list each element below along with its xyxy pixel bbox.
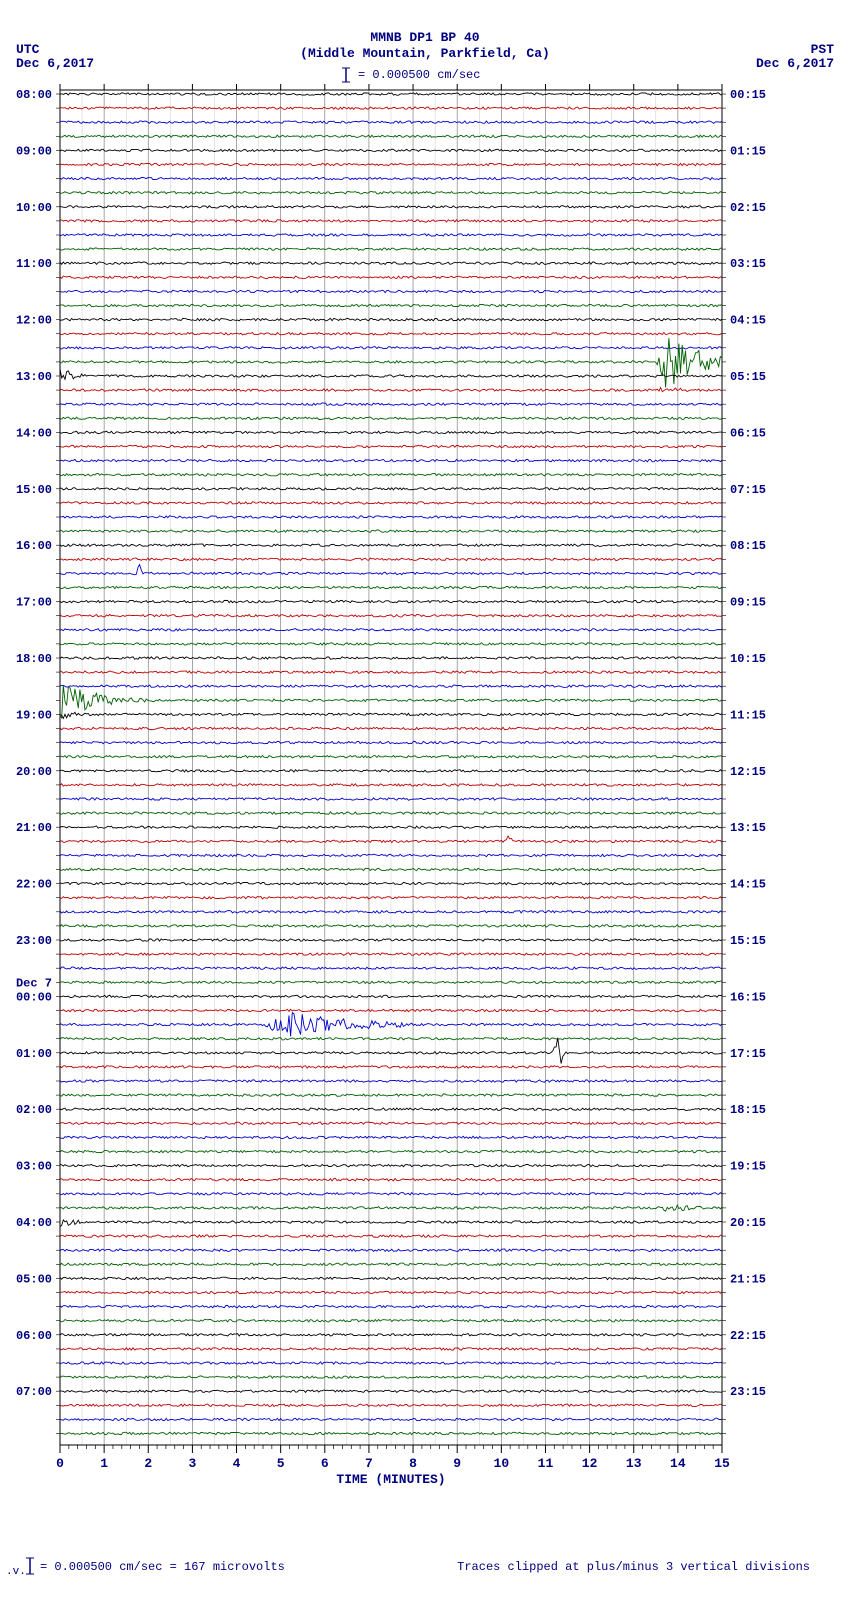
svg-text:18:15: 18:15 (730, 1103, 766, 1117)
svg-text:18:00: 18:00 (16, 652, 52, 666)
svg-text:2: 2 (144, 1456, 152, 1471)
svg-text:12:15: 12:15 (730, 765, 766, 779)
svg-text:13: 13 (626, 1456, 642, 1471)
svg-text:1: 1 (100, 1456, 108, 1471)
svg-text:04:00: 04:00 (16, 1216, 52, 1230)
svg-text:15:00: 15:00 (16, 483, 52, 497)
svg-text:3: 3 (188, 1456, 196, 1471)
svg-text:23:15: 23:15 (730, 1385, 766, 1399)
svg-text:6: 6 (321, 1456, 329, 1471)
svg-text:5: 5 (277, 1456, 285, 1471)
svg-text:21:00: 21:00 (16, 821, 52, 835)
svg-text:11: 11 (538, 1456, 554, 1471)
svg-text:12: 12 (582, 1456, 598, 1471)
svg-text:02:15: 02:15 (730, 201, 766, 215)
svg-text:.v.: .v. (6, 1566, 26, 1578)
svg-text:4: 4 (233, 1456, 241, 1471)
svg-text:22:00: 22:00 (16, 878, 52, 892)
svg-text:Dec 7: Dec 7 (16, 976, 52, 990)
svg-text:01:00: 01:00 (16, 1047, 52, 1061)
svg-text:09:15: 09:15 (730, 596, 766, 610)
svg-text:14:15: 14:15 (730, 878, 766, 892)
svg-text:12:00: 12:00 (16, 314, 52, 328)
svg-text:06:00: 06:00 (16, 1329, 52, 1343)
svg-text:03:00: 03:00 (16, 1160, 52, 1174)
svg-text:TIME (MINUTES): TIME (MINUTES) (336, 1472, 445, 1487)
svg-text:01:15: 01:15 (730, 144, 766, 158)
svg-text:10:15: 10:15 (730, 652, 766, 666)
svg-text:05:00: 05:00 (16, 1272, 52, 1286)
svg-text:17:00: 17:00 (16, 596, 52, 610)
svg-text:20:15: 20:15 (730, 1216, 766, 1230)
svg-text:9: 9 (453, 1456, 461, 1471)
svg-text:08:00: 08:00 (16, 88, 52, 102)
svg-text:16:00: 16:00 (16, 539, 52, 553)
footer-scale-bar (24, 1556, 38, 1576)
svg-text:02:00: 02:00 (16, 1103, 52, 1117)
svg-text:03:15: 03:15 (730, 257, 766, 271)
svg-text:13:00: 13:00 (16, 370, 52, 384)
svg-text:10: 10 (494, 1456, 510, 1471)
svg-text:23:00: 23:00 (16, 934, 52, 948)
footer-right: Traces clipped at plus/minus 3 vertical … (457, 1560, 810, 1574)
svg-text:14:00: 14:00 (16, 426, 52, 440)
svg-text:19:15: 19:15 (730, 1160, 766, 1174)
svg-text:07:00: 07:00 (16, 1385, 52, 1399)
svg-text:7: 7 (365, 1456, 373, 1471)
svg-text:11:15: 11:15 (730, 708, 766, 722)
svg-text:07:15: 07:15 (730, 483, 766, 497)
svg-text:16:15: 16:15 (730, 990, 766, 1004)
svg-text:15:15: 15:15 (730, 934, 766, 948)
svg-text:04:15: 04:15 (730, 314, 766, 328)
footer-left: = 0.000500 cm/sec = 167 microvolts (40, 1560, 285, 1574)
svg-text:08:15: 08:15 (730, 539, 766, 553)
svg-text:21:15: 21:15 (730, 1272, 766, 1286)
svg-text:22:15: 22:15 (730, 1329, 766, 1343)
footer-scale-icon: .v. (6, 1560, 26, 1578)
seismogram-plot: 08:00 09:00 10:00 11:00 12:00 13:00 14:00 15:00… (0, 0, 850, 1550)
svg-text:06:15: 06:15 (730, 426, 766, 440)
svg-text:00:15: 00:15 (730, 88, 766, 102)
svg-text:19:00: 19:00 (16, 708, 52, 722)
svg-text:15: 15 (714, 1456, 730, 1471)
svg-text:10:00: 10:00 (16, 201, 52, 215)
svg-text:13:15: 13:15 (730, 821, 766, 835)
svg-text:20:00: 20:00 (16, 765, 52, 779)
svg-text:8: 8 (409, 1456, 417, 1471)
svg-text:14: 14 (670, 1456, 686, 1471)
svg-text:05:15: 05:15 (730, 370, 766, 384)
svg-text:09:00: 09:00 (16, 144, 52, 158)
svg-text:00:00: 00:00 (16, 990, 52, 1004)
svg-text:17:15: 17:15 (730, 1047, 766, 1061)
svg-text:11:00: 11:00 (16, 257, 52, 271)
svg-text:0: 0 (56, 1456, 64, 1471)
